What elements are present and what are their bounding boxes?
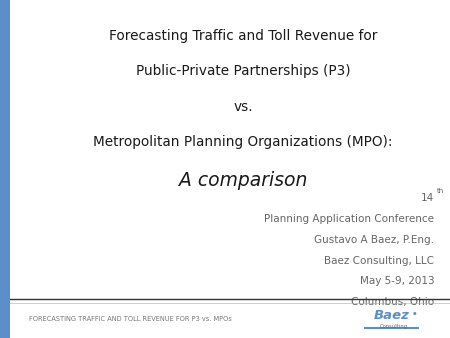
Text: Columbus, Ohio: Columbus, Ohio [351, 297, 434, 308]
Text: Gustavo A Baez, P.Eng.: Gustavo A Baez, P.Eng. [314, 235, 434, 245]
Text: Metropolitan Planning Organizations (MPO):: Metropolitan Planning Organizations (MPO… [93, 135, 393, 149]
Text: Consulting: Consulting [380, 323, 408, 329]
Text: Baez: Baez [374, 309, 410, 322]
Text: th: th [437, 189, 444, 194]
Text: ●: ● [413, 312, 417, 316]
Text: Public-Private Partnerships (P3): Public-Private Partnerships (P3) [136, 64, 350, 78]
Text: FORECASTING TRAFFIC AND TOLL REVENUE FOR P3 vs. MPOs: FORECASTING TRAFFIC AND TOLL REVENUE FOR… [29, 316, 232, 321]
Bar [0, 0, 10, 338]
Text: May 5-9, 2013: May 5-9, 2013 [360, 276, 434, 287]
Text: Planning Application Conference: Planning Application Conference [264, 214, 434, 224]
Text: A comparison: A comparison [179, 171, 307, 190]
Text: Forecasting Traffic and Toll Revenue for: Forecasting Traffic and Toll Revenue for [109, 29, 377, 43]
Text: Baez Consulting, LLC: Baez Consulting, LLC [324, 256, 434, 266]
Text: 14: 14 [421, 193, 434, 203]
Text: vs.: vs. [233, 100, 253, 114]
